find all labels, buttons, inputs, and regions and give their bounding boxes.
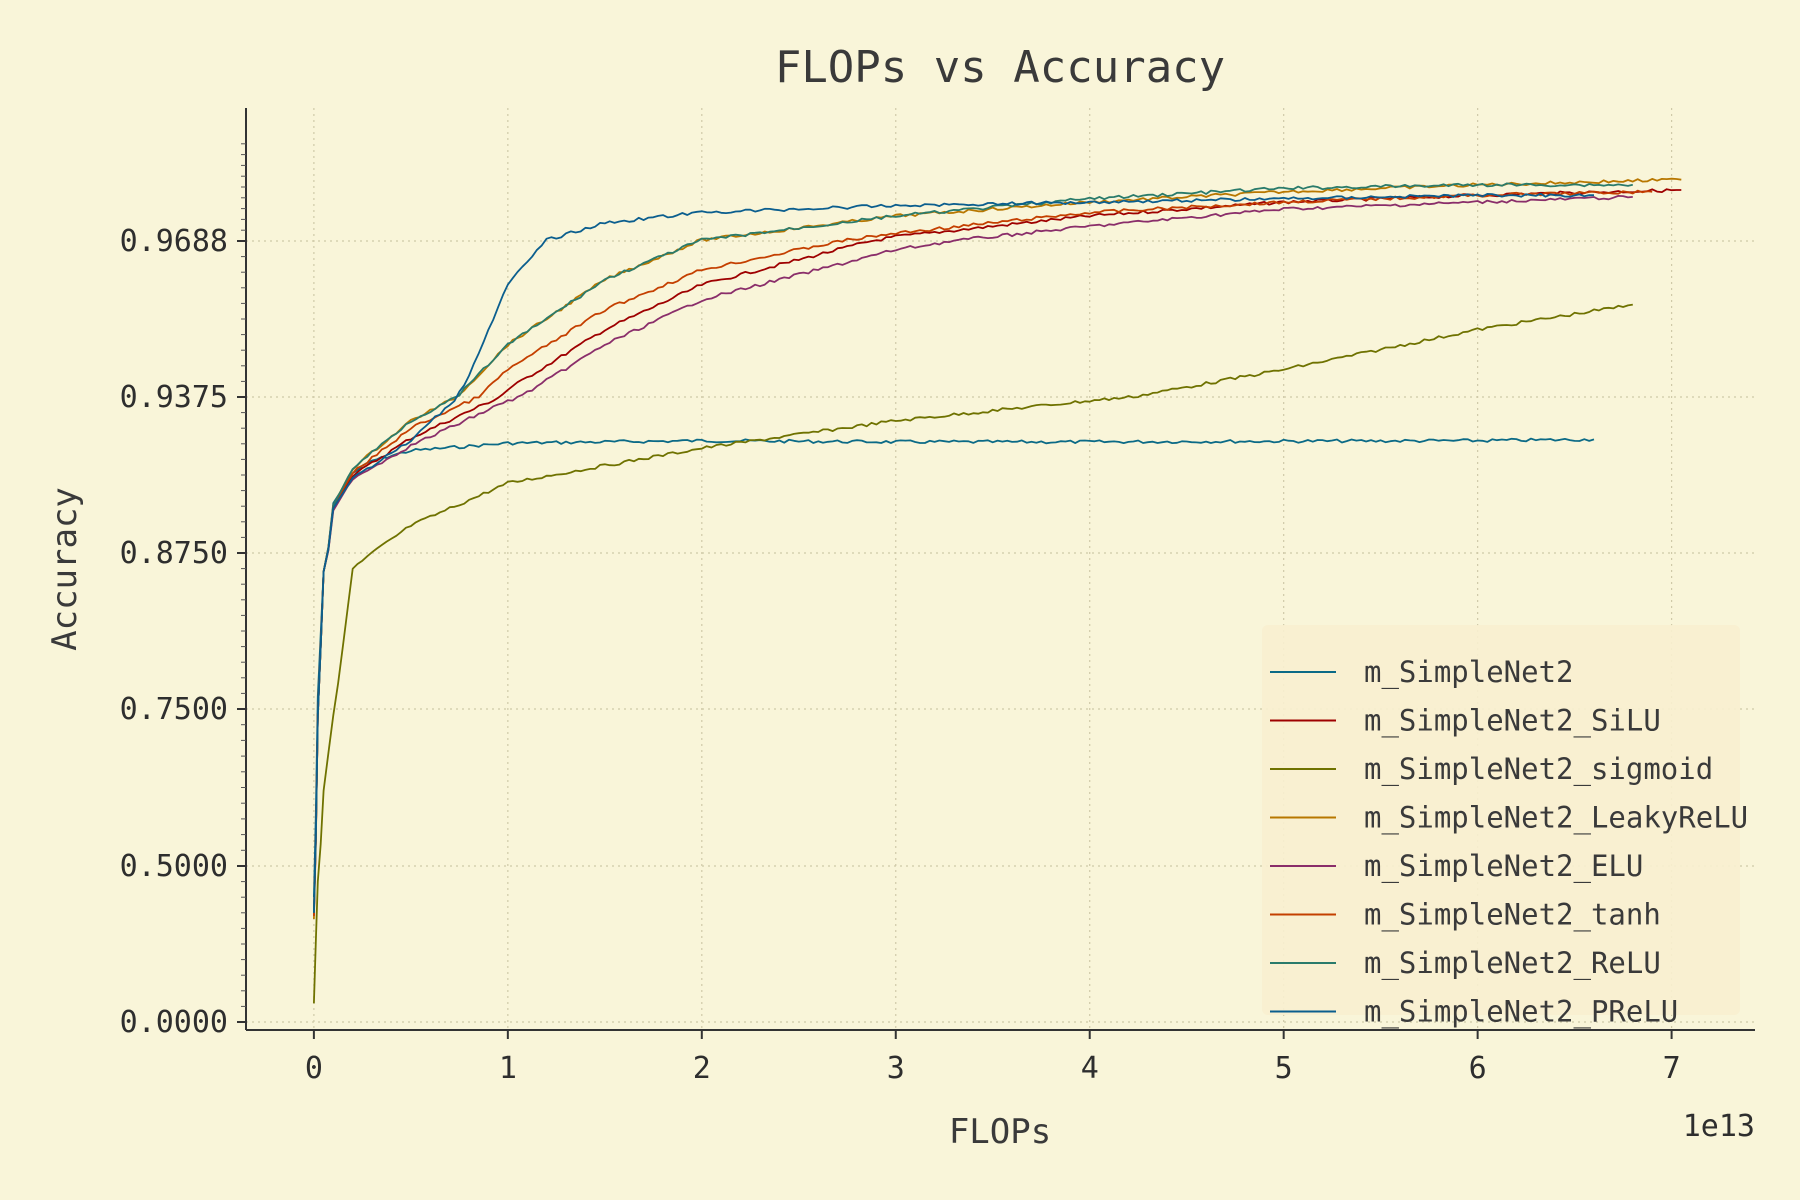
x-offset-label: 1e13 xyxy=(1683,1109,1755,1144)
y-tick-label: 0.5000 xyxy=(120,849,228,884)
legend-label: m_SimpleNet2_ELU xyxy=(1364,849,1643,884)
y-tick-label: 0.7500 xyxy=(120,692,228,727)
y-tick-label: 0.9375 xyxy=(120,380,228,415)
y-tick-label: 0.0000 xyxy=(120,1005,228,1040)
legend-label: m_SimpleNet2_ReLU xyxy=(1364,946,1661,981)
x-tick-label: 7 xyxy=(1663,1051,1681,1086)
series-line xyxy=(313,194,1633,916)
legend-label: m_SimpleNet2 xyxy=(1364,655,1574,690)
series-line xyxy=(313,303,1633,1004)
x-tick-label: 2 xyxy=(693,1051,711,1086)
chart-title: FLOPs vs Accuracy xyxy=(775,42,1225,93)
legend-label: m_SimpleNet2_sigmoid xyxy=(1364,752,1713,787)
x-tick-label: 4 xyxy=(1081,1051,1099,1086)
legend-label: m_SimpleNet2_SiLU xyxy=(1364,704,1661,739)
x-tick-label: 0 xyxy=(305,1051,323,1086)
legend-box xyxy=(1262,625,1740,1015)
x-tick-label: 3 xyxy=(887,1051,905,1086)
x-axis-label: FLOPs xyxy=(949,1112,1051,1152)
y-tick-label: 0.9688 xyxy=(120,224,228,259)
series-lines xyxy=(313,177,1682,1004)
x-ticks: 0 1 2 3 4 5 6 7 xyxy=(305,1030,1681,1086)
legend-label: m_SimpleNet2_tanh xyxy=(1364,898,1661,933)
legend-label: m_SimpleNet2_PReLU xyxy=(1364,995,1678,1030)
legend-label: m_SimpleNet2_LeakyReLU xyxy=(1364,801,1748,836)
y-axis-label: Accuracy xyxy=(45,487,85,651)
x-tick-label: 1 xyxy=(499,1051,517,1086)
y-ticks: 0.0000 0.5000 0.7500 0.8750 0.9375 0.9688 xyxy=(120,143,246,1040)
legend: m_SimpleNet2 m_SimpleNet2_SiLU m_SimpleNet… xyxy=(1262,625,1748,1030)
x-tick-label: 5 xyxy=(1275,1051,1293,1086)
series-line xyxy=(313,437,1595,898)
x-tick-label: 6 xyxy=(1469,1051,1487,1086)
series-line xyxy=(313,182,1634,913)
series-line xyxy=(313,192,1595,913)
y-tick-label: 0.8750 xyxy=(120,536,228,571)
